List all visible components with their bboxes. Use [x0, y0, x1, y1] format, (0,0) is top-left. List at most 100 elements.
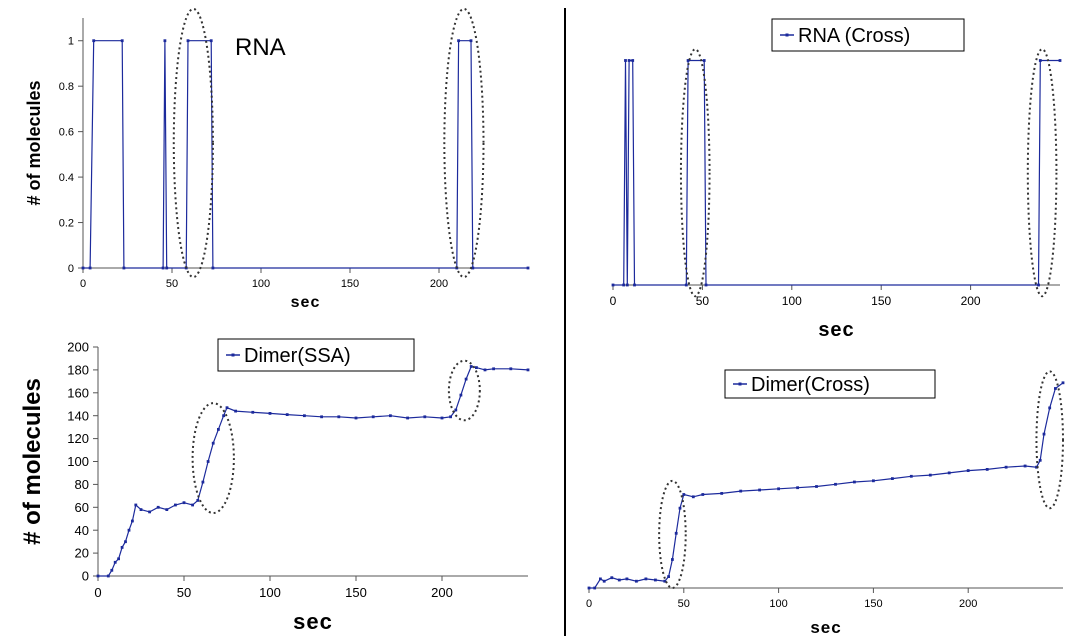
legend-marker — [231, 353, 235, 357]
y-tick-label: 0.8 — [59, 81, 74, 93]
legend: Dimer(Cross) — [724, 369, 936, 399]
x-tick-label: 150 — [345, 585, 367, 600]
y-tick-label: 80 — [75, 477, 89, 492]
data-point — [337, 415, 341, 419]
data-point — [81, 266, 85, 270]
legend-box — [217, 338, 415, 372]
data-point — [211, 441, 215, 445]
data-point — [196, 499, 200, 502]
data-point — [122, 266, 126, 270]
data-point — [113, 560, 117, 564]
x-tick-label: 100 — [769, 598, 787, 610]
data-point — [691, 495, 695, 499]
data-point — [1054, 387, 1057, 390]
data-point — [131, 519, 134, 523]
data-point — [1048, 406, 1052, 410]
data-point — [483, 368, 487, 372]
data-point — [303, 414, 306, 418]
data-point — [1023, 464, 1027, 468]
data-point — [206, 460, 210, 463]
legend: Dimer(SSA) — [217, 338, 415, 372]
highlight-ellipse — [443, 7, 485, 279]
data-point — [96, 574, 100, 578]
data-point — [1042, 432, 1046, 436]
data-point — [853, 480, 856, 484]
x-axis-label: sec — [810, 618, 841, 636]
data-point — [593, 586, 597, 590]
data-point — [667, 575, 670, 578]
data-point — [110, 568, 114, 572]
data-point — [440, 416, 444, 420]
data-point — [599, 577, 602, 581]
chart-panel-rna-ssa: 0 50 100 150 200 0 0.2 0.4 0.6 0.8 1 sec # of molecu… — [24, 7, 530, 311]
highlight-ellipse — [1035, 370, 1065, 510]
data-point — [985, 468, 989, 471]
data-point — [617, 578, 621, 582]
x-tick-label: 0 — [586, 598, 592, 610]
data-point — [475, 366, 478, 369]
data-point — [587, 586, 591, 590]
data-point — [834, 482, 837, 486]
x-tick-label: 0 — [80, 278, 86, 290]
data-point — [449, 415, 452, 419]
data-point — [209, 39, 213, 43]
x-tick-label: 100 — [782, 294, 802, 308]
data-point — [371, 415, 375, 419]
data-point — [117, 557, 120, 561]
x-tick-label: 50 — [166, 278, 178, 290]
highlight-ellipse — [658, 479, 687, 589]
x-tick-label: 50 — [696, 294, 710, 308]
data-point — [134, 503, 138, 507]
x-tick-label: 50 — [177, 585, 191, 600]
x-tick-label: 200 — [961, 294, 981, 308]
legend-label: RNA (Cross) — [798, 25, 910, 47]
data-point — [622, 283, 626, 287]
data-point — [739, 489, 743, 493]
data-point — [191, 503, 194, 507]
y-tick-label: 120 — [67, 431, 89, 446]
data-point — [625, 283, 629, 287]
data-point — [423, 415, 427, 419]
legend-label: Dimer(SSA) — [244, 345, 351, 367]
data-point — [163, 39, 167, 43]
legend-marker — [738, 382, 742, 386]
chart-panel-dimer-ssa: 0 50 100 150 200 0 20 40 60 80 100 120 140 160 180 200 s… — [19, 338, 530, 634]
y-tick-label: 180 — [67, 362, 89, 377]
data-point — [686, 59, 690, 62]
data-point — [406, 416, 409, 420]
chart-title: RNA — [235, 34, 286, 61]
x-axis-label: sec — [293, 609, 333, 634]
legend-box — [724, 369, 936, 399]
x-axis-label: sec — [291, 294, 321, 311]
data-point — [526, 266, 530, 270]
data-point — [815, 485, 818, 488]
data-point — [702, 59, 706, 62]
data-point — [1061, 381, 1065, 385]
data-point — [201, 480, 205, 484]
data-point — [211, 266, 215, 270]
data-point — [92, 39, 96, 43]
data-point — [509, 367, 513, 371]
data-point — [1038, 59, 1042, 62]
data-point — [186, 39, 190, 43]
y-axis-label: # of molecules — [19, 378, 46, 545]
data-point — [88, 266, 92, 270]
chart-panel-rna-cross: 0 50 100 150 200 sec RNA (Cross) — [610, 18, 1062, 341]
data-point — [674, 531, 678, 535]
y-tick-label: 0 — [82, 569, 89, 584]
x-tick-label: 100 — [252, 278, 270, 290]
data-point — [1004, 465, 1008, 469]
data-point — [389, 414, 392, 418]
y-tick-label: 0 — [68, 263, 74, 275]
data-point — [251, 410, 255, 414]
data-point — [678, 506, 682, 510]
y-tick-label: 200 — [67, 340, 89, 355]
y-axis-label: # of molecules — [24, 80, 44, 205]
y-tick-label: 20 — [75, 546, 89, 561]
y-tick-label: 0.6 — [59, 126, 74, 138]
data-point — [469, 39, 473, 43]
data-point — [106, 574, 110, 578]
data-point — [148, 510, 151, 514]
data-point — [161, 266, 165, 270]
